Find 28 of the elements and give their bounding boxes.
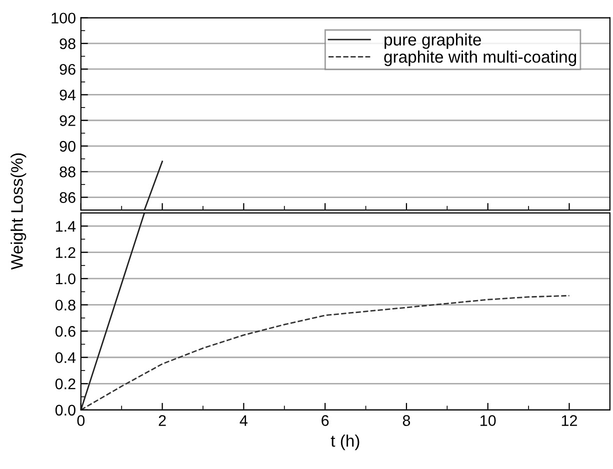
y-tick-label: 0.8 <box>55 300 76 311</box>
y-tick-label: 96 <box>60 64 76 75</box>
y-tick-label: 92 <box>60 115 76 126</box>
y-tick-label: 0.2 <box>55 378 76 390</box>
y-tick-label: 0.6 <box>55 326 76 337</box>
legend-label: pure graphite <box>384 33 481 49</box>
y-axis-title: Weight Loss(%) <box>10 153 26 270</box>
y-tick-label: 0.0 <box>55 404 76 416</box>
y-tick-label: 1.2 <box>56 247 76 258</box>
y-tick-label: 100 <box>52 12 76 24</box>
x-tick-label: 8 <box>402 415 410 426</box>
y-tick-label: 1.0 <box>56 273 76 284</box>
y-tick-label: 1.4 <box>56 221 76 232</box>
y-tick-label: 94 <box>60 90 76 100</box>
x-tick-label: 2 <box>158 415 166 426</box>
x-tick-label: 4 <box>240 415 248 426</box>
x-tick-label: 0 <box>77 415 85 426</box>
y-tick-label: 90 <box>60 140 76 152</box>
y-tick-label: 88 <box>60 166 76 178</box>
x-tick-label: 10 <box>480 415 496 426</box>
line-series <box>80 294 570 410</box>
legend-label: graphite with multi-coating <box>384 50 576 66</box>
x-tick-label: 12 <box>562 415 577 426</box>
x-axis-title: t (h) <box>330 434 360 450</box>
y-tick-label: 86 <box>60 192 76 203</box>
y-tick-label: 0.4 <box>55 352 76 364</box>
y-tick-label: 98 <box>60 38 76 50</box>
x-tick-label: 6 <box>322 415 329 426</box>
